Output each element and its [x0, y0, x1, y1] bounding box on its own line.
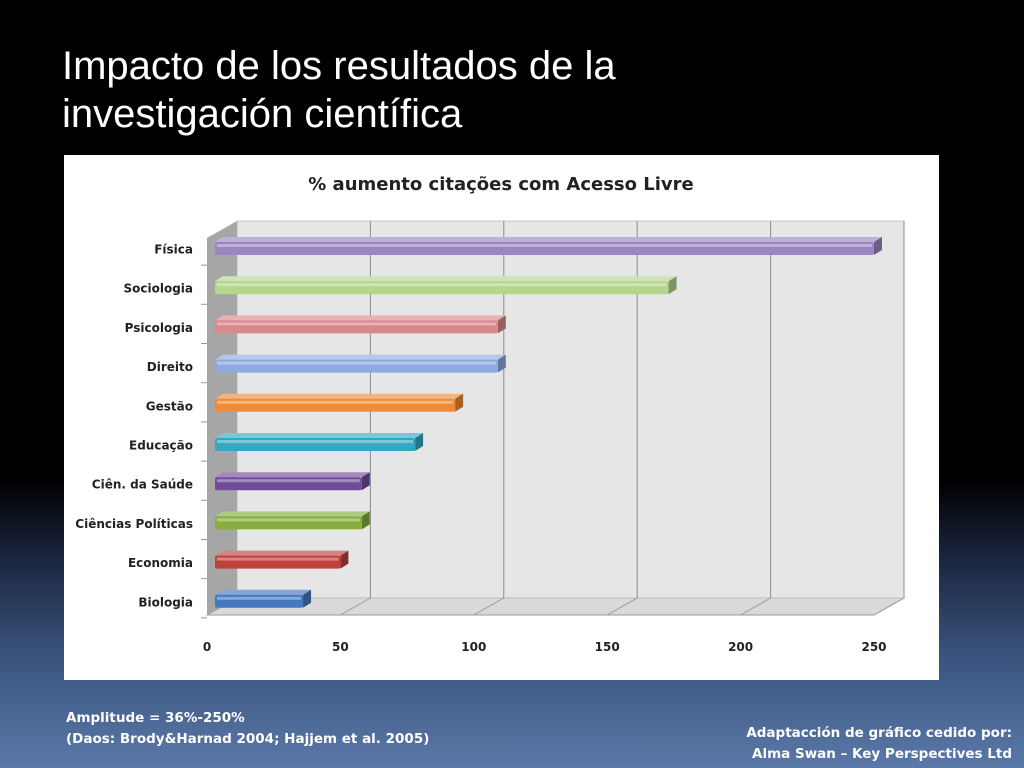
bar-top [215, 472, 370, 478]
bar-highlight [217, 479, 360, 483]
bar-highlight [217, 283, 667, 287]
bar [215, 398, 456, 412]
bar-highlight [217, 244, 872, 247]
amplitude-note: Amplitude = 36%-250% [66, 710, 245, 726]
bar-highlight [217, 400, 454, 404]
bar-highlight [217, 361, 496, 365]
x-tick-label: 250 [861, 640, 886, 654]
floor-gridline [873, 597, 905, 616]
bar-top [215, 393, 464, 399]
footnote-right: Adaptacción de gráfico cedido por: Alma … [746, 723, 1012, 765]
slide-title: Impacto de los resultados de la investig… [62, 42, 822, 138]
bar [215, 242, 874, 255]
bar [215, 594, 304, 608]
bar [215, 555, 341, 569]
bar-top [215, 315, 506, 321]
bar-highlight [217, 596, 302, 600]
x-tick-label: 0 [203, 640, 211, 654]
bar-highlight [217, 557, 339, 561]
y-category-label: Física [154, 243, 193, 257]
y-category-label: Gestão [146, 399, 193, 413]
bar-top [215, 589, 312, 595]
y-category-label: Biologia [138, 595, 193, 609]
y-category-label: Ciên. da Saúde [92, 478, 193, 492]
bar-top [215, 237, 882, 242]
bar-end [361, 511, 370, 530]
bar [215, 281, 669, 295]
bar-highlight [217, 518, 360, 522]
bar-end [497, 354, 506, 373]
bar-top [215, 550, 349, 556]
y-category-label: Economia [128, 556, 193, 570]
y-category-label: Educação [129, 439, 193, 453]
y-category-label: Sociologia [123, 282, 193, 296]
x-tick-label: 100 [461, 640, 486, 654]
x-tick-label: 50 [332, 640, 349, 654]
bar-end [497, 315, 506, 334]
bar-end [668, 276, 677, 295]
bar-end [455, 393, 464, 412]
bar [215, 320, 498, 334]
bar [215, 516, 362, 530]
chart-title: % aumento citações com Acesso Livre [308, 174, 693, 195]
floor-gridline [606, 597, 638, 616]
bar-end [303, 589, 312, 608]
bar-top [215, 433, 424, 438]
chart-panel: % aumento citações com Acesso Livre 0 50 1… [64, 155, 939, 680]
bar-end [415, 433, 424, 451]
bar-top [215, 511, 370, 517]
floor [205, 597, 906, 616]
x-tick-label: 150 [595, 640, 620, 654]
bar-chart: % aumento citações com Acesso Livre 0 50 1… [75, 174, 906, 654]
x-tick-label: 200 [728, 640, 753, 654]
credit-note-line-1: Adaptacción de gráfico cedido por: [746, 725, 1012, 741]
bar [215, 359, 498, 373]
bar-highlight [217, 440, 414, 443]
credit-note-line-2: Alma Swan – Key Perspectives Ltd [752, 746, 1012, 762]
footnote-left: Amplitude = 36%-250% (Daos: Brody&Harnad… [66, 708, 429, 750]
bar-end [874, 237, 882, 255]
plot-area: 0 50 100 150 200 250 Física Sociologia Psicologi… [75, 220, 906, 654]
bar-highlight [217, 322, 496, 326]
bar-end [340, 550, 349, 569]
y-category-label: Ciências Políticas [75, 517, 193, 531]
slide-title-line-2: investigación científica [62, 92, 463, 136]
floor-gridline [740, 597, 771, 616]
sources-note: (Daos: Brody&Harnad 2004; Hajjem et al. … [66, 731, 430, 747]
y-category-label: Psicologia [125, 321, 193, 335]
bar-end [361, 472, 370, 491]
bar [215, 477, 362, 491]
bar-top [215, 276, 677, 282]
floor-gridline [473, 597, 505, 616]
floor-gridline [340, 597, 371, 616]
y-category-label: Direito [147, 360, 193, 374]
bar [215, 438, 416, 451]
bar-top [215, 354, 506, 360]
slide-title-line-1: Impacto de los resultados de la [62, 44, 616, 88]
